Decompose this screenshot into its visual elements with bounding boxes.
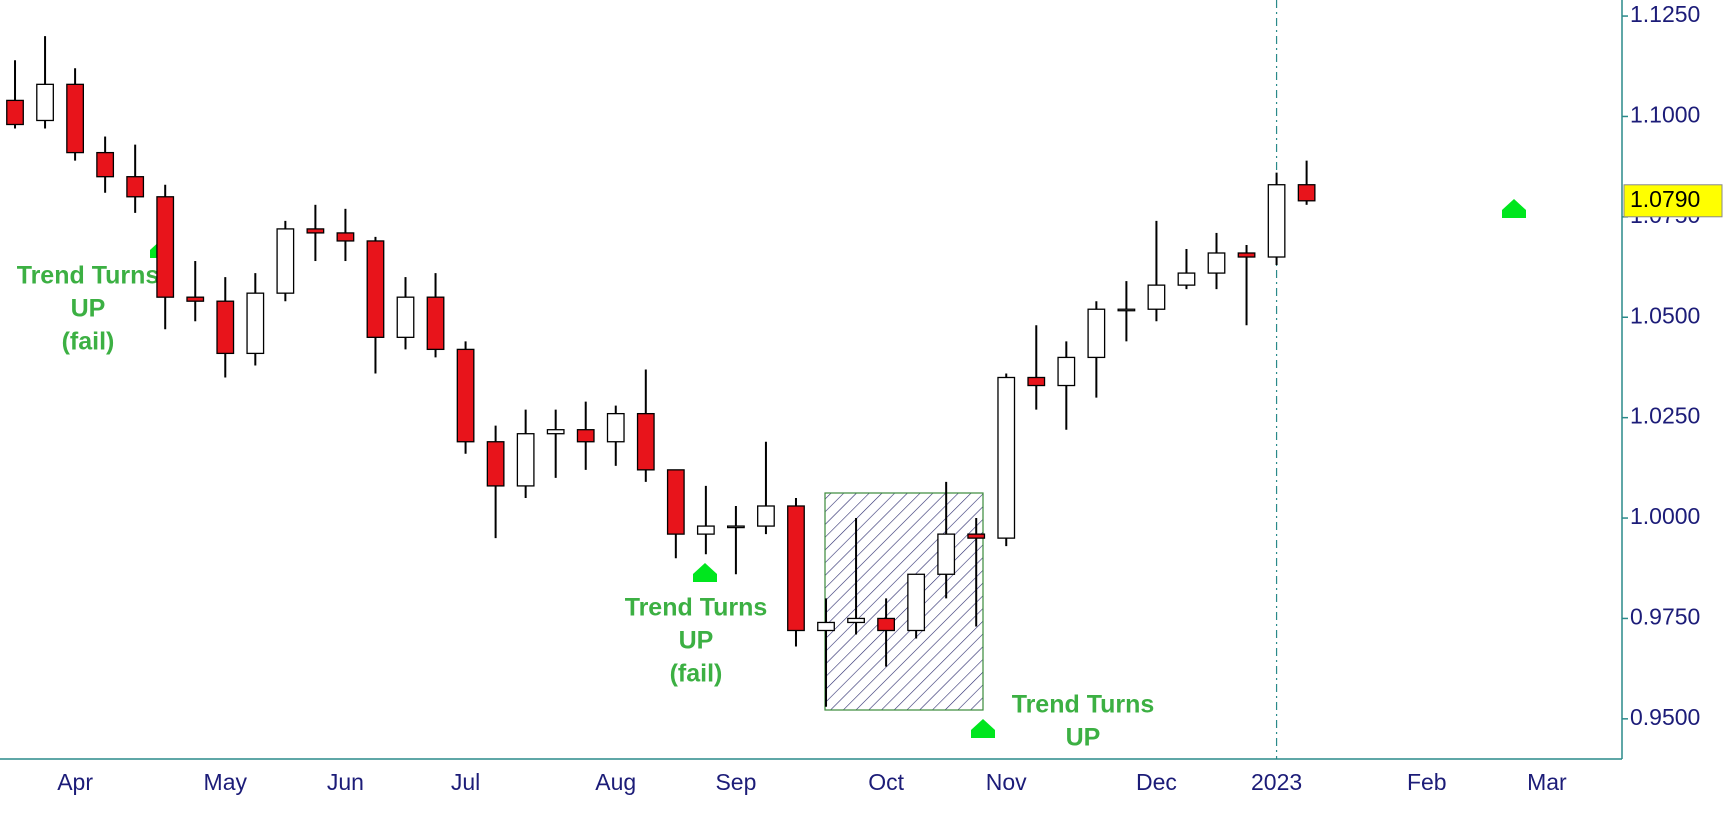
candle-body <box>126 176 145 198</box>
current-price-box <box>1623 184 1723 218</box>
candle-body <box>1117 308 1136 312</box>
candle-body <box>696 525 715 535</box>
candle-body <box>1057 356 1076 387</box>
candle-body <box>1027 376 1046 387</box>
candle-body <box>276 228 295 294</box>
x-tick-label: Nov <box>986 769 1027 795</box>
candle-body <box>1237 252 1256 258</box>
candle-body <box>36 83 54 122</box>
candle-body <box>1207 252 1226 274</box>
x-tick-label: Mar <box>1527 769 1567 795</box>
candle-body <box>757 505 775 527</box>
x-tick-label: Apr <box>57 769 93 795</box>
annotation-text: Trend Turns <box>625 594 768 622</box>
x-tick-label: Jul <box>451 769 480 795</box>
candle-body <box>1177 272 1196 286</box>
annotation-text: UP <box>1066 724 1101 752</box>
y-tick-label: 1.0250 <box>1630 403 1700 429</box>
candle-body <box>216 300 235 355</box>
annotation-text: (fail) <box>62 328 115 356</box>
candle-body <box>907 573 926 632</box>
candle-body <box>726 525 745 529</box>
candle-body <box>606 412 625 443</box>
candle-body <box>1087 308 1106 359</box>
candle-body <box>666 469 685 535</box>
x-tick-label: Sep <box>715 769 756 795</box>
candle-body <box>186 296 205 302</box>
x-tick-label: Dec <box>1136 769 1177 795</box>
candle-body <box>636 412 655 471</box>
candle-body <box>456 348 475 443</box>
annotations: Trend Turns UP (fail) Trend Turns UP (fail) Tr… <box>17 262 1155 752</box>
candle-body <box>366 240 385 338</box>
annotation-text: UP <box>71 295 106 323</box>
candle-body <box>246 292 265 355</box>
candle-body <box>546 429 565 435</box>
y-tick-label: 1.1000 <box>1630 102 1700 128</box>
candle-body <box>96 151 115 178</box>
annotation-text: (fail) <box>670 660 723 688</box>
y-tick-label: 0.9750 <box>1630 604 1700 630</box>
annotation-text: Trend Turns <box>1012 691 1155 719</box>
x-tick-label: Oct <box>868 769 904 795</box>
x-tick-label: 2023 <box>1251 769 1302 795</box>
candle-body <box>66 83 85 154</box>
candle-body <box>576 429 595 443</box>
candle-body <box>486 441 505 487</box>
candle-body <box>877 617 896 632</box>
candle-body <box>426 296 445 351</box>
highlight-box <box>824 492 984 711</box>
signal-arrow <box>971 719 995 738</box>
candle-body <box>156 196 175 298</box>
y-tick-label: 1.0000 <box>1630 503 1700 529</box>
signal-arrow <box>693 563 717 582</box>
y-tick-label: 1.0500 <box>1630 302 1700 328</box>
x-tick-label: May <box>204 769 248 795</box>
candle-body <box>1147 284 1166 310</box>
candle-body <box>336 232 355 242</box>
candle-body <box>396 296 415 338</box>
candle-body <box>937 533 956 575</box>
x-tick-label: Feb <box>1407 769 1447 795</box>
x-tick-label: Aug <box>595 769 636 795</box>
candle-body <box>997 376 1016 539</box>
candle-body <box>847 617 865 624</box>
candle-body <box>306 228 325 234</box>
current-price-label: 1.0790 <box>1630 186 1700 212</box>
signal-arrow <box>1502 199 1526 218</box>
candle-body <box>967 533 986 539</box>
candle-body <box>516 433 535 487</box>
candle-body <box>817 621 835 632</box>
candle-body <box>1267 184 1286 258</box>
candle-body <box>1297 184 1316 202</box>
annotation-text: UP <box>679 627 714 655</box>
candle-body <box>6 99 24 126</box>
y-tick-label: 0.9500 <box>1630 704 1700 730</box>
x-tick-label: Jun <box>327 769 364 795</box>
y-tick-label: 1.1250 <box>1630 1 1700 27</box>
annotation-text: Trend Turns <box>17 262 160 290</box>
candle-body <box>787 505 805 632</box>
